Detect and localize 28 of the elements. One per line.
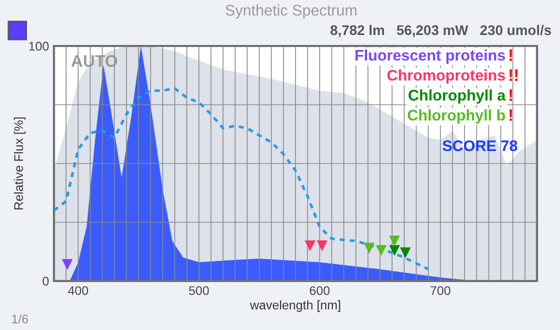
annotation: ! xyxy=(510,49,512,61)
text: Chromoproteins xyxy=(387,69,505,84)
y-axis-title: Relative Flux [%] xyxy=(14,118,26,210)
x-tick-label: 500 xyxy=(188,286,209,296)
x-tick-label: 400 xyxy=(68,286,88,296)
annotation: !! xyxy=(510,69,518,81)
y-tick-label: 100 xyxy=(29,42,49,51)
x-tick-label: 700 xyxy=(430,286,450,296)
chart-title: Synthetic Spectrum xyxy=(226,4,356,19)
annotation: SCORE 78 xyxy=(442,140,518,152)
annotation: ! xyxy=(510,89,512,101)
point xyxy=(389,236,400,246)
point xyxy=(316,240,328,252)
point xyxy=(62,259,73,270)
text: Chlorophyll b xyxy=(408,109,505,124)
point xyxy=(389,245,400,256)
text: Chlorophyll a xyxy=(408,89,506,104)
annotation: ! xyxy=(510,109,512,121)
chart-subtitle: 8,782 lm 56,203 mW 230 umol/s xyxy=(330,24,552,38)
x-axis-title: wavelength [nm] xyxy=(250,300,340,312)
point xyxy=(364,242,375,254)
point xyxy=(400,247,411,258)
y-tick-label: 0 xyxy=(42,276,49,286)
text: 1/6 xyxy=(12,314,28,324)
point xyxy=(376,245,387,256)
point xyxy=(304,240,316,252)
text: Fluorescent proteins xyxy=(356,49,505,64)
x-tick-label: 600 xyxy=(310,286,330,296)
